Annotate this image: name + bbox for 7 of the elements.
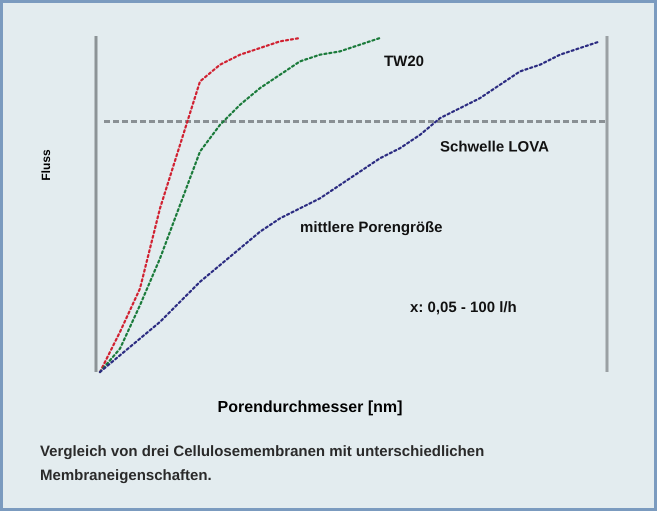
annotation: mittlere Porengröße bbox=[300, 219, 443, 236]
annotation: TW20 bbox=[384, 53, 424, 70]
annotation: x: 0,05 - 100 l/h bbox=[410, 299, 517, 316]
y-axis-title: Fluss bbox=[39, 149, 53, 181]
text: Vergleich von drei Cellulosemembranen mit unterschiedlichen Membraneigenschaften. bbox=[40, 443, 484, 484]
ref-line-label: Schwelle LOVA bbox=[440, 138, 550, 156]
x-axis-title: Porendurchmesser [nm] bbox=[218, 399, 402, 416]
